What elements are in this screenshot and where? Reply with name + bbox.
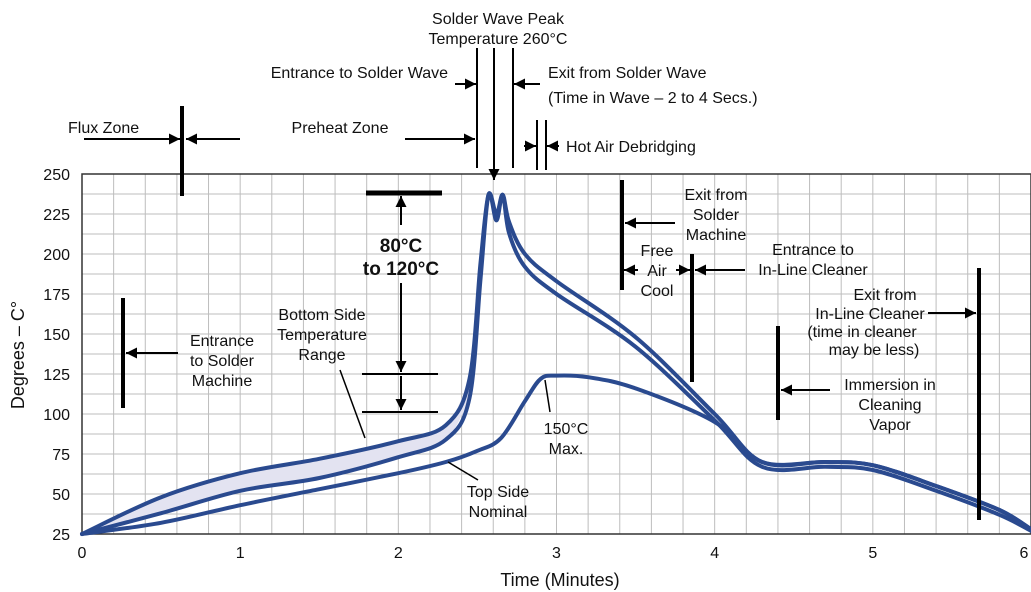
exit-machine-line-1: Exit from [684, 187, 747, 204]
hot-air-label: Hot Air Debridging [566, 139, 696, 156]
free-air-line-1: Free [641, 243, 674, 260]
y-tick-label: 175 [43, 287, 70, 304]
x-tick-label: 3 [552, 545, 561, 562]
top-nominal-label: Top Side Nominal [467, 484, 529, 521]
y-tick-label: 100 [43, 407, 70, 424]
top-nominal-line-1: Top Side [467, 484, 529, 501]
immersion-label: Immersion in Cleaning Vapor [844, 377, 936, 434]
max150-label: 150°C Max. [544, 421, 589, 458]
y-tick-label: 150 [43, 327, 70, 344]
x-tick-label: 4 [710, 545, 719, 562]
plot-markers [121, 180, 981, 520]
entrance-cleaner-label: Entrance to In-Line Cleaner [758, 242, 868, 279]
entrance-machine-label: Entrance to Solder Machine [190, 333, 255, 390]
y-tick-label: 50 [52, 487, 70, 504]
series-line-bottom-side-lower [80, 191, 1031, 536]
bottom-side-range-band [82, 378, 470, 534]
y-tick-label: 75 [52, 447, 70, 464]
x-tick-label: 5 [868, 545, 877, 562]
exit-machine-line-2: Solder [693, 207, 740, 224]
free-air-label: Free Air Cool [641, 243, 674, 300]
y-tick-label: 25 [52, 527, 70, 544]
y-tick-label: 225 [43, 207, 70, 224]
top-nominal-leader [447, 461, 479, 481]
entrance-machine-line-2: to Solder [190, 353, 255, 370]
free-air-line-3: Cool [641, 283, 674, 300]
x-tick-label: 6 [1020, 545, 1029, 562]
exit-machine-label: Exit from Solder Machine [684, 187, 747, 244]
max150-line-2: Max. [549, 441, 584, 458]
exit-cleaner-line-1: Exit from [853, 287, 916, 304]
x-tick-labels: 0 1 2 3 4 5 6 [78, 545, 1029, 562]
y-tick-label: 125 [43, 367, 70, 384]
immersion-line-2: Cleaning [858, 397, 921, 414]
top-nominal-line-2: Nominal [469, 504, 528, 521]
exit-wave-label: Exit from Solder Wave [548, 65, 707, 82]
exit-cleaner-line-4: may be less) [829, 342, 920, 359]
plot-frame [81, 173, 1031, 535]
x-tick-label: 0 [78, 545, 87, 562]
bottom-range-label: Bottom Side Temperature Range [277, 307, 367, 364]
entrance-machine-line-1: Entrance [190, 333, 254, 350]
entrance-cleaner-line-1: Entrance to [772, 242, 854, 259]
preheat-zone-label: Preheat Zone [292, 120, 389, 137]
exit-cleaner-label: Exit from In-Line Cleaner (time in clean… [807, 287, 925, 359]
wave-peak-label-2: Temperature 260°C [429, 31, 568, 48]
top-annotations [84, 48, 559, 196]
y-axis-title: Degrees – C° [8, 301, 28, 409]
y-tick-label: 200 [43, 247, 70, 264]
x-tick-label: 2 [394, 545, 403, 562]
free-air-line-2: Air [647, 263, 667, 280]
bottom-range-line-1: Bottom Side [278, 307, 365, 324]
delta-label-2: to 120°C [363, 259, 440, 280]
time-in-wave-label: (Time in Wave – 2 to 4 Secs.) [548, 90, 758, 107]
series-line-top-side-nominal [80, 373, 1031, 536]
max150-line-1: 150°C [544, 421, 589, 438]
immersion-line-1: Immersion in [844, 377, 936, 394]
bottom-range-leader [339, 369, 366, 439]
exit-cleaner-line-3: (time in cleaner [807, 324, 917, 341]
bottom-range-line-3: Range [298, 347, 345, 364]
flux-zone-label: Flux Zone [68, 120, 139, 137]
wave-peak-label-1: Solder Wave Peak [432, 11, 565, 28]
x-tick-label: 1 [236, 545, 245, 562]
exit-machine-line-3: Machine [686, 227, 747, 244]
y-tick-label: 250 [43, 167, 70, 184]
max150-leader [544, 379, 551, 413]
y-tick-labels: 25 50 75 100 125 150 175 200 225 250 [43, 167, 70, 544]
x-axis-title: Time (Minutes) [500, 570, 619, 590]
immersion-line-3: Vapor [869, 417, 911, 434]
bottom-range-line-2: Temperature [277, 327, 367, 344]
entrance-machine-line-3: Machine [192, 373, 253, 390]
exit-cleaner-line-2: In-Line Cleaner [815, 306, 925, 323]
series-layer [80, 191, 1031, 536]
entrance-wave-label: Entrance to Solder Wave [271, 65, 448, 82]
entrance-cleaner-line-2: In-Line Cleaner [758, 262, 868, 279]
delta-label-1: 80°C [380, 236, 423, 257]
